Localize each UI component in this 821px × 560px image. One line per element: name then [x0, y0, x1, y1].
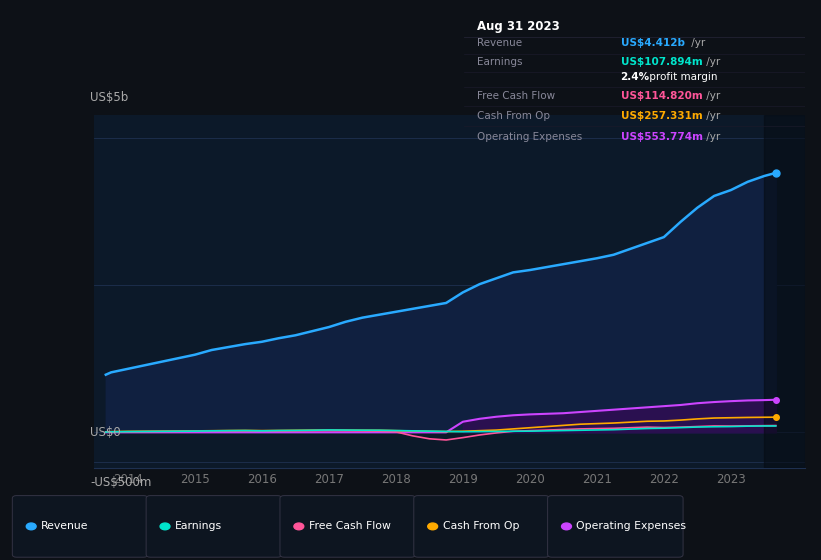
Text: profit margin: profit margin	[646, 72, 718, 82]
Text: /yr: /yr	[703, 132, 720, 142]
Text: /yr: /yr	[703, 91, 720, 101]
Text: US$4.412b: US$4.412b	[621, 39, 685, 48]
Text: Revenue: Revenue	[41, 521, 89, 531]
Text: -US$500m: -US$500m	[90, 475, 152, 489]
Text: Cash From Op: Cash From Op	[478, 111, 551, 121]
Text: /yr: /yr	[703, 111, 720, 121]
Text: US$107.894m: US$107.894m	[621, 57, 702, 67]
Text: Revenue: Revenue	[478, 39, 523, 48]
Text: 2.4%: 2.4%	[621, 72, 649, 82]
Text: /yr: /yr	[703, 57, 720, 67]
Text: Earnings: Earnings	[175, 521, 222, 531]
Text: Free Cash Flow: Free Cash Flow	[309, 521, 391, 531]
Text: US$5b: US$5b	[90, 91, 129, 104]
Text: US$553.774m: US$553.774m	[621, 132, 703, 142]
Text: US$114.820m: US$114.820m	[621, 91, 702, 101]
Text: /yr: /yr	[688, 39, 705, 48]
Text: Operating Expenses: Operating Expenses	[576, 521, 686, 531]
Text: Earnings: Earnings	[478, 57, 523, 67]
Text: US$257.331m: US$257.331m	[621, 111, 702, 121]
Text: Operating Expenses: Operating Expenses	[478, 132, 583, 142]
Text: Free Cash Flow: Free Cash Flow	[478, 91, 556, 101]
Text: Cash From Op: Cash From Op	[443, 521, 519, 531]
Text: Aug 31 2023: Aug 31 2023	[478, 20, 560, 33]
Bar	[764, 115, 805, 468]
Text: US$0: US$0	[90, 426, 121, 439]
